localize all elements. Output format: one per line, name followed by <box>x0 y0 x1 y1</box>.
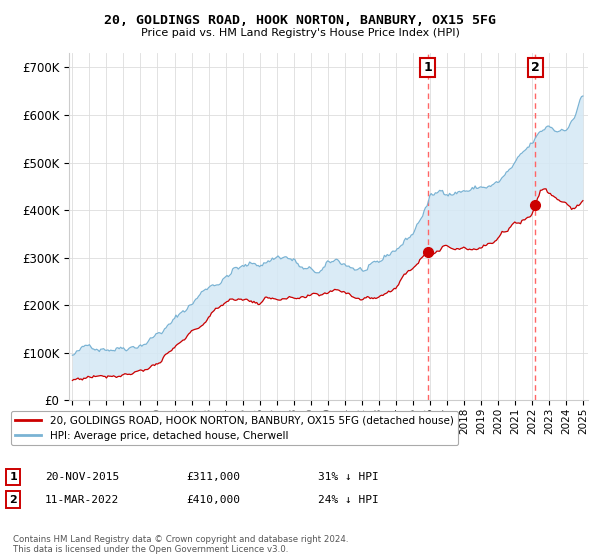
Text: 20-NOV-2015: 20-NOV-2015 <box>45 472 119 482</box>
Legend: 20, GOLDINGS ROAD, HOOK NORTON, BANBURY, OX15 5FG (detached house), HPI: Average: 20, GOLDINGS ROAD, HOOK NORTON, BANBURY,… <box>11 411 458 445</box>
Text: 24% ↓ HPI: 24% ↓ HPI <box>318 494 379 505</box>
Text: 2: 2 <box>531 61 539 74</box>
Text: 20, GOLDINGS ROAD, HOOK NORTON, BANBURY, OX15 5FG: 20, GOLDINGS ROAD, HOOK NORTON, BANBURY,… <box>104 14 496 27</box>
Text: 1: 1 <box>10 472 17 482</box>
Text: 1: 1 <box>424 61 432 74</box>
Text: Price paid vs. HM Land Registry's House Price Index (HPI): Price paid vs. HM Land Registry's House … <box>140 28 460 38</box>
Text: £410,000: £410,000 <box>186 494 240 505</box>
Text: 2: 2 <box>10 494 17 505</box>
Text: 31% ↓ HPI: 31% ↓ HPI <box>318 472 379 482</box>
Text: £311,000: £311,000 <box>186 472 240 482</box>
Text: Contains HM Land Registry data © Crown copyright and database right 2024.
This d: Contains HM Land Registry data © Crown c… <box>13 535 349 554</box>
Text: 11-MAR-2022: 11-MAR-2022 <box>45 494 119 505</box>
